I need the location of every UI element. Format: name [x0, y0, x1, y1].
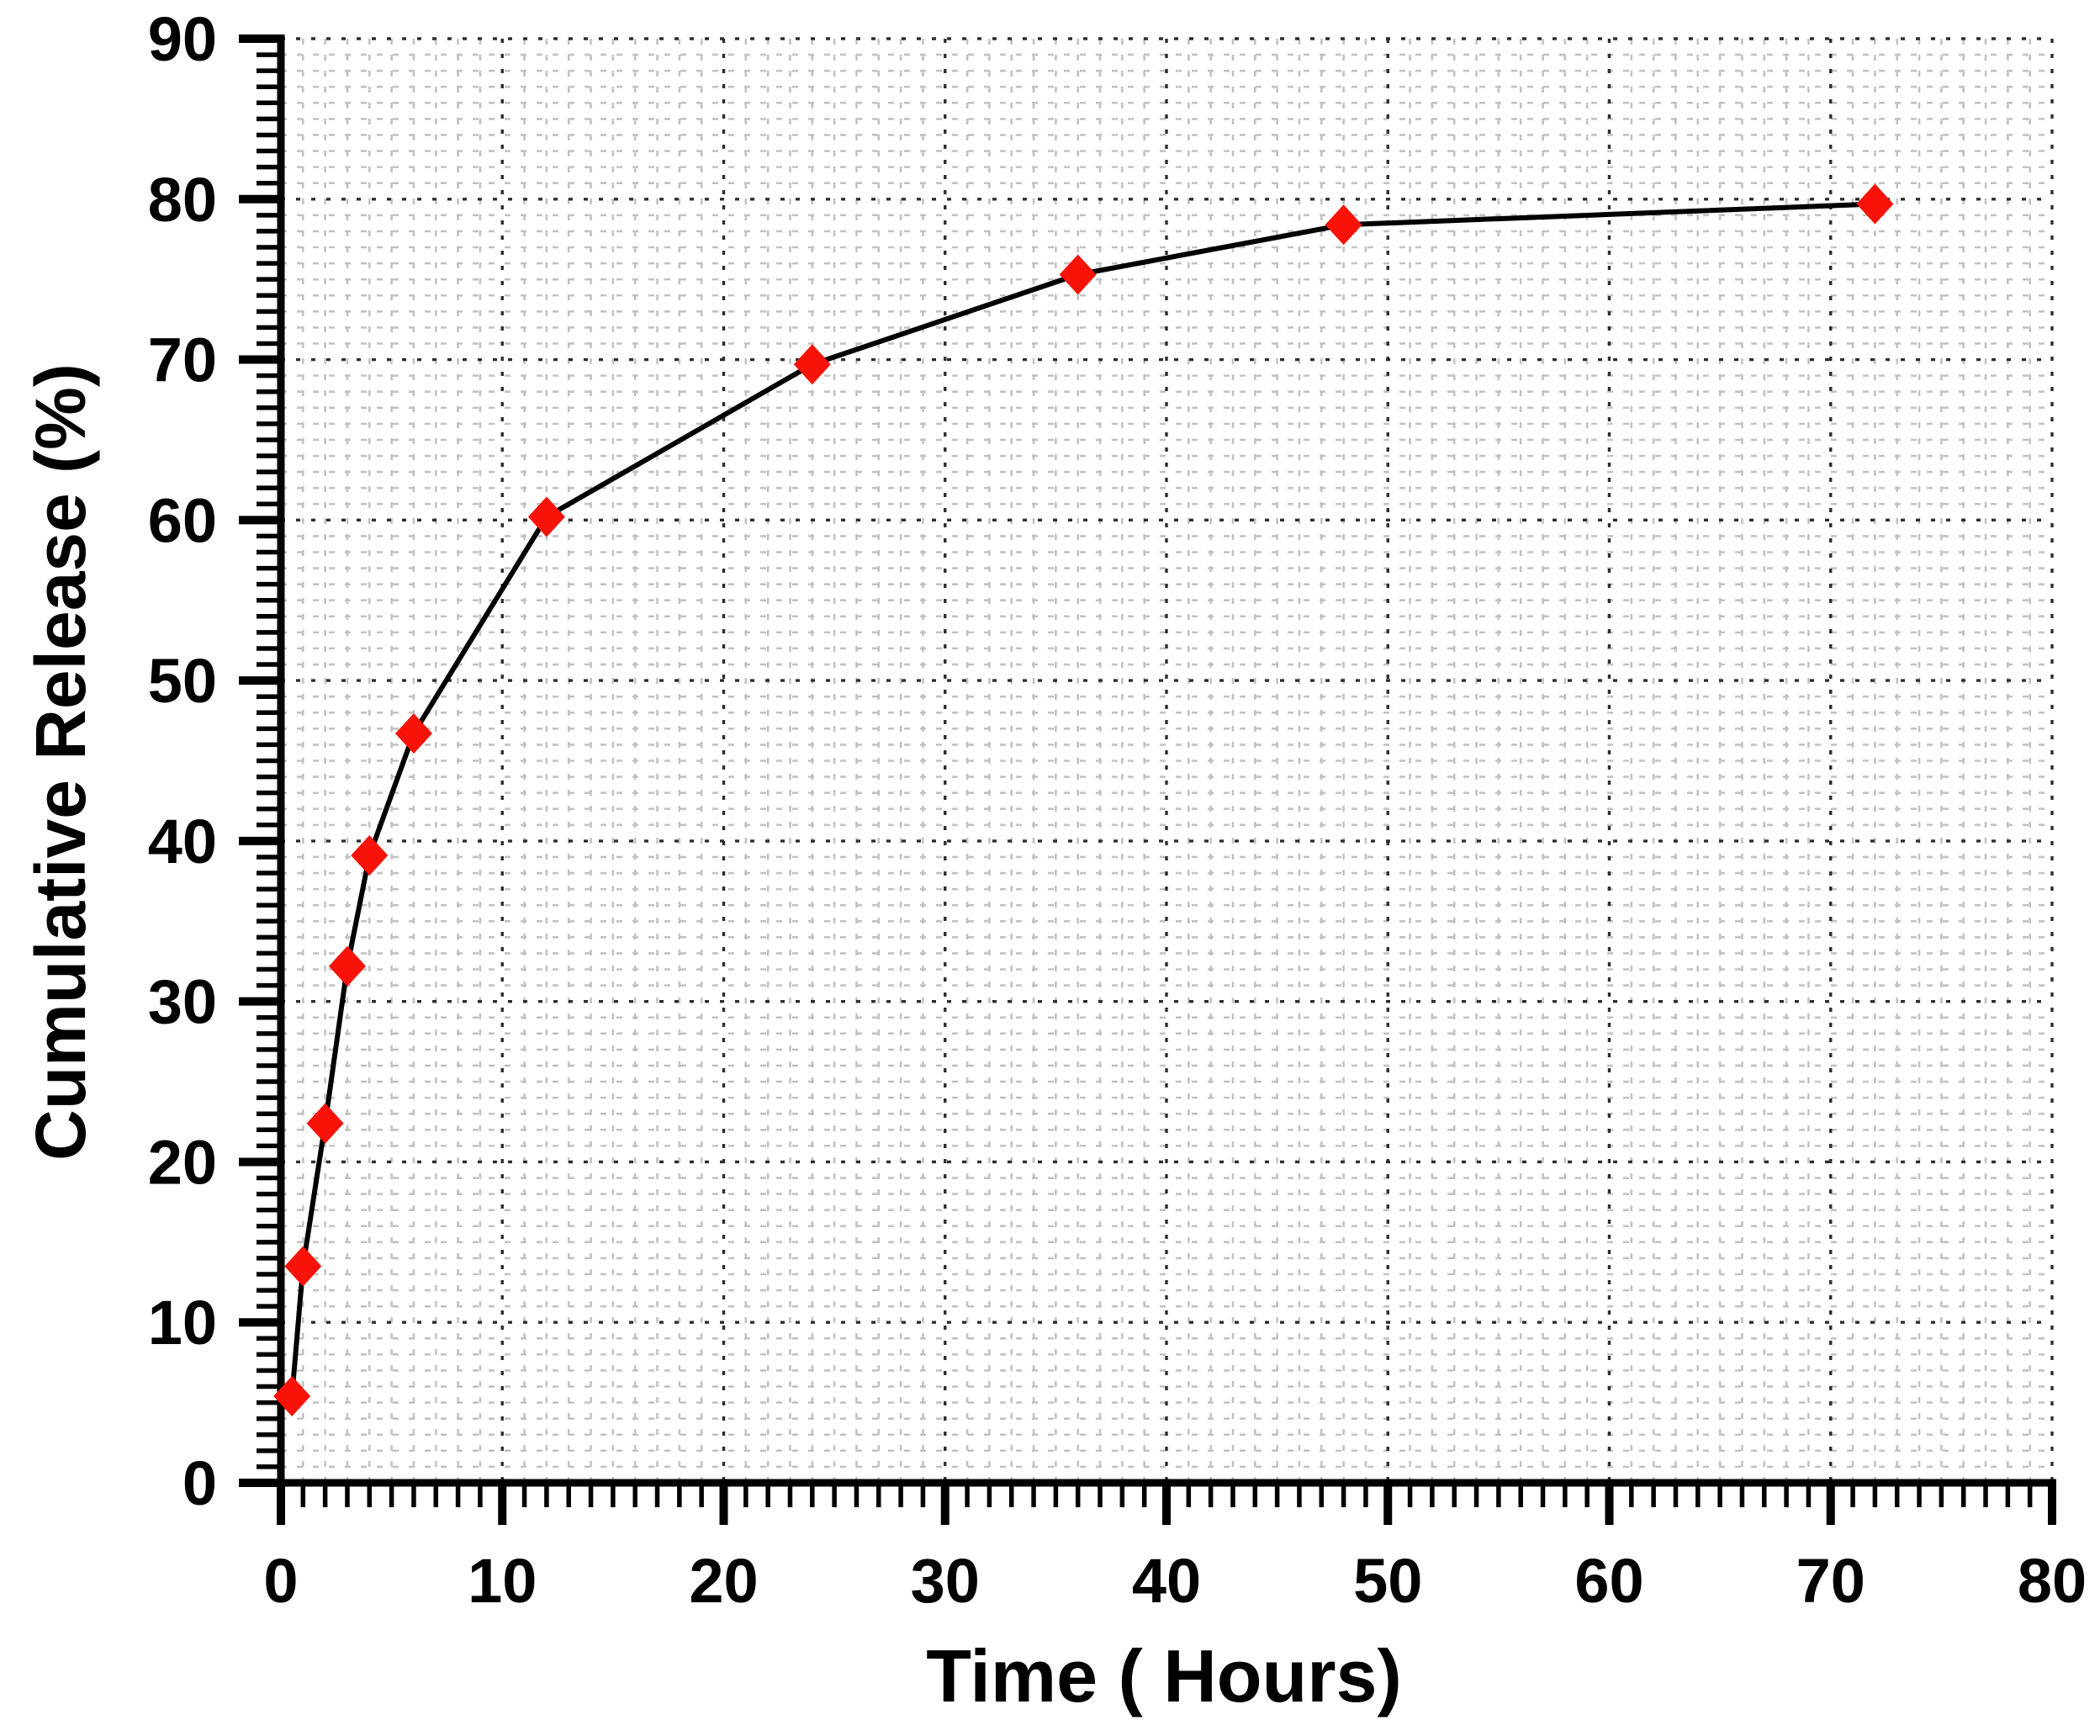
x-axis-title: Time ( Hours) [926, 1634, 1402, 1717]
x-tick-label: 40 [1132, 1546, 1201, 1616]
x-tick-label: 10 [468, 1546, 537, 1616]
x-tick-label: 80 [2018, 1546, 2087, 1616]
y-tick-label: 80 [148, 165, 217, 235]
data-point-marker [306, 1103, 344, 1144]
data-point-marker [394, 713, 432, 754]
series-line [289, 201, 1875, 1397]
data-point-marker [273, 1375, 311, 1416]
data-point-marker [1059, 254, 1097, 295]
y-tick-label: 70 [148, 326, 217, 395]
y-tick-label: 60 [148, 485, 217, 555]
x-tick-label: 60 [1574, 1546, 1643, 1616]
y-tick-label: 50 [148, 646, 217, 716]
data-point-marker [527, 496, 565, 537]
tick-labels: 0 10 20 30 40 50 60 70 80 0 10 20 30 40 50 60 70 80 90 [148, 4, 2087, 1616]
y-tick-label: 0 [182, 1448, 217, 1518]
data-point-marker [1325, 204, 1362, 246]
series-markers [273, 183, 1894, 1416]
data-point-marker [351, 835, 389, 876]
data-point-marker [328, 945, 366, 987]
y-axis-title: Cumulative Release (%) [21, 363, 100, 1161]
data-point-marker [284, 1246, 322, 1287]
y-tick-label: 40 [148, 807, 217, 876]
data-point-marker [793, 344, 831, 385]
y-tick-label: 90 [148, 4, 217, 74]
minor-grid [281, 39, 2052, 1483]
x-tick-label: 0 [263, 1546, 298, 1616]
y-tick-label: 10 [148, 1288, 217, 1358]
ticks [239, 34, 2056, 1525]
x-tick-label: 70 [1796, 1546, 1865, 1616]
x-tick-label: 50 [1353, 1546, 1422, 1616]
y-tick-label: 20 [148, 1127, 217, 1197]
x-tick-label: 20 [689, 1546, 758, 1616]
data-point-marker [1856, 183, 1894, 225]
y-tick-label: 30 [148, 967, 217, 1037]
x-tick-label: 30 [911, 1546, 980, 1616]
axes [277, 34, 2056, 1487]
